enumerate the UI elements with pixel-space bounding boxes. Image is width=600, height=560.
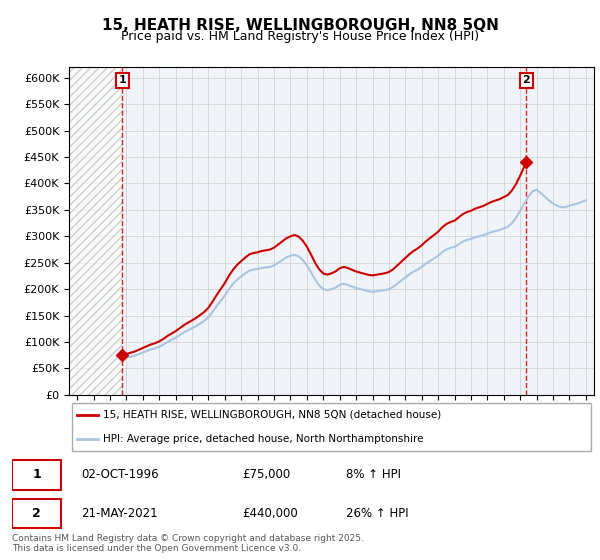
Text: 15, HEATH RISE, WELLINGBOROUGH, NN8 5QN (detached house): 15, HEATH RISE, WELLINGBOROUGH, NN8 5QN …	[103, 410, 442, 420]
Text: 02-OCT-1996: 02-OCT-1996	[81, 468, 159, 482]
Bar	[69, 67, 122, 395]
FancyBboxPatch shape	[12, 460, 61, 489]
Text: £75,000: £75,000	[242, 468, 290, 482]
Text: 8% ↑ HPI: 8% ↑ HPI	[346, 468, 401, 482]
Text: 1: 1	[118, 76, 126, 85]
Text: £440,000: £440,000	[242, 507, 298, 520]
FancyBboxPatch shape	[71, 403, 592, 451]
FancyBboxPatch shape	[12, 499, 61, 528]
Text: Price paid vs. HM Land Registry's House Price Index (HPI): Price paid vs. HM Land Registry's House …	[121, 30, 479, 43]
Text: 2: 2	[523, 76, 530, 85]
Text: 1: 1	[32, 468, 41, 482]
Text: 2: 2	[32, 507, 41, 520]
Text: 15, HEATH RISE, WELLINGBOROUGH, NN8 5QN: 15, HEATH RISE, WELLINGBOROUGH, NN8 5QN	[101, 18, 499, 33]
Text: HPI: Average price, detached house, North Northamptonshire: HPI: Average price, detached house, Nort…	[103, 434, 424, 444]
Text: 26% ↑ HPI: 26% ↑ HPI	[346, 507, 409, 520]
Text: 21-MAY-2021: 21-MAY-2021	[81, 507, 158, 520]
Text: Contains HM Land Registry data © Crown copyright and database right 2025.
This d: Contains HM Land Registry data © Crown c…	[12, 534, 364, 553]
